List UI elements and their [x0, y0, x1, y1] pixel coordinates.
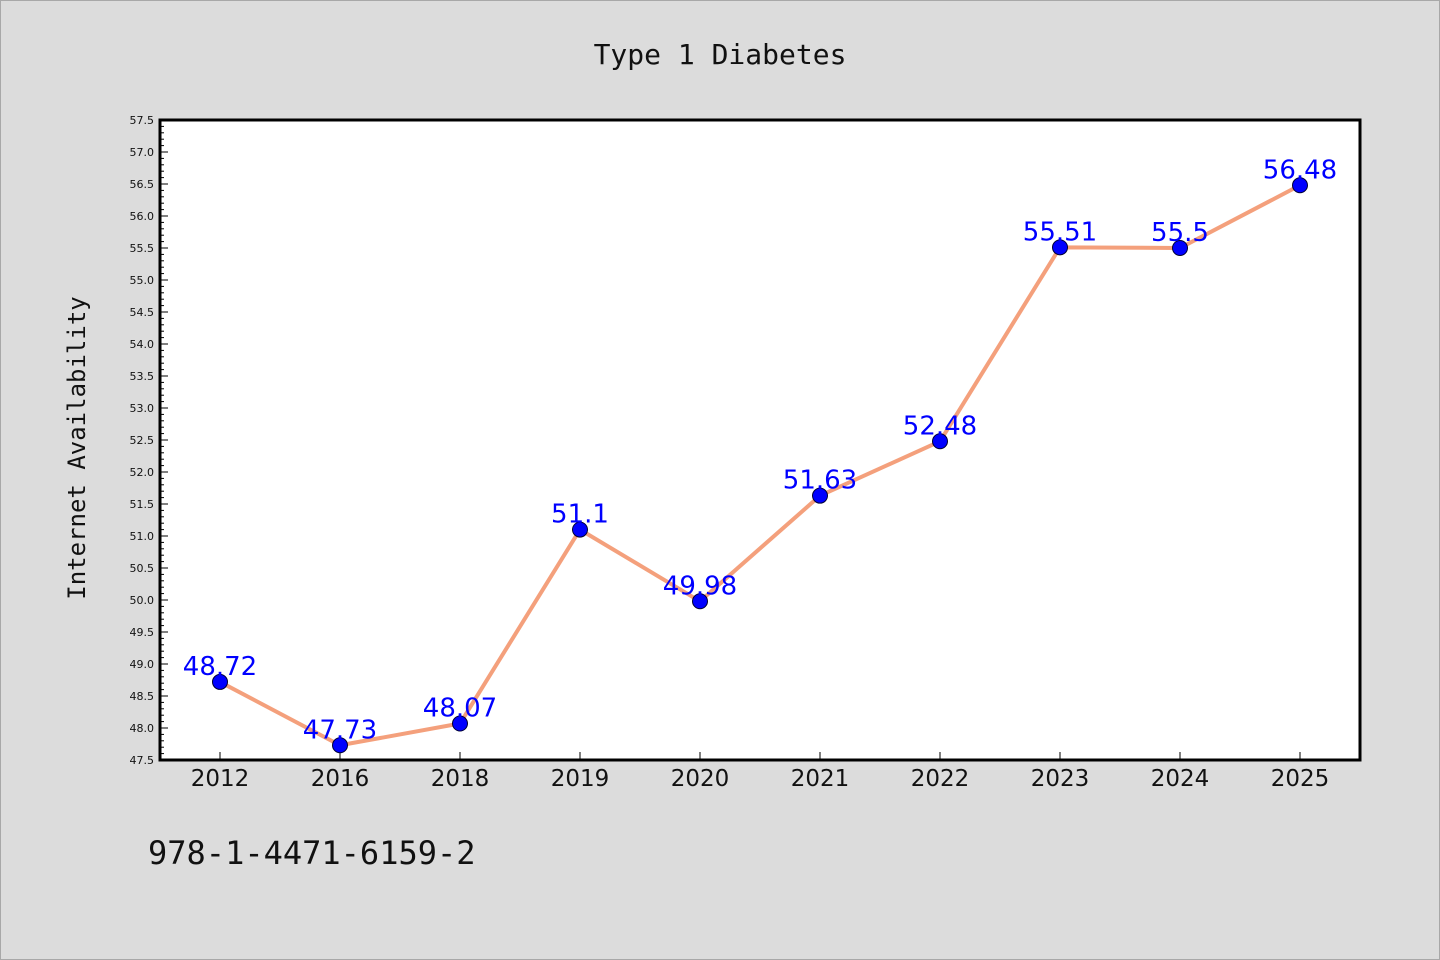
data-label: 55.5	[1151, 218, 1209, 248]
x-tick-label: 2016	[311, 766, 370, 792]
data-label: 48.07	[423, 694, 497, 724]
data-label: 49.98	[663, 571, 737, 601]
y-tick-label: 49.0	[130, 658, 155, 671]
y-tick-label: 56.0	[130, 210, 155, 223]
data-label: 47.73	[303, 715, 377, 745]
x-tick-label: 2022	[911, 766, 970, 792]
data-point	[812, 487, 828, 504]
y-tick-label: 57.0	[130, 146, 155, 159]
x-axis-ticks: 2012 2016 2018 2019 2020 2021 2022 2023 2024 2025	[191, 752, 1330, 792]
y-tick-label: 54.5	[130, 306, 155, 319]
data-point	[692, 593, 708, 610]
footnote-isbn: 978-1-4471-6159-2	[148, 834, 476, 872]
data-label: 56.48	[1263, 155, 1337, 185]
data-point	[572, 521, 588, 538]
data-point	[932, 433, 948, 450]
x-tick-label: 2020	[671, 766, 730, 792]
chart-title: Type 1 Diabetes	[594, 38, 847, 71]
x-tick-label: 2024	[1151, 766, 1210, 792]
x-tick-label: 2023	[1031, 766, 1090, 792]
data-label: 48.72	[183, 652, 257, 682]
data-label: 55.51	[1023, 217, 1097, 247]
y-tick-label: 56.5	[130, 178, 155, 191]
y-tick-label: 51.0	[130, 530, 155, 543]
y-axis-label: Internet Availability	[63, 296, 91, 599]
y-tick-label: 54.0	[130, 338, 155, 351]
data-point	[452, 715, 468, 732]
x-tick-label: 2019	[551, 766, 610, 792]
y-tick-label: 48.0	[130, 722, 155, 735]
data-point	[1292, 177, 1308, 194]
series-layer	[212, 177, 1308, 754]
x-tick-label: 2018	[431, 766, 490, 792]
x-tick-label: 2025	[1271, 766, 1330, 792]
data-label: 51.63	[783, 466, 857, 496]
x-tick-label: 2021	[791, 766, 850, 792]
data-point	[1172, 240, 1188, 256]
y-tick-label: 53.5	[130, 370, 155, 383]
data-point	[1052, 239, 1068, 256]
y-tick-label: 53.0	[130, 402, 155, 415]
y-tick-label: 50.0	[130, 594, 155, 607]
plot-border	[158, 118, 1362, 762]
y-axis-ticks: 47.5 48.0 48.5 49.0 49.5 50.0 50.5 51.0 51.5 52.0…	[130, 114, 168, 767]
y-tick-label: 50.5	[130, 562, 155, 575]
y-tick-label: 55.0	[130, 274, 155, 287]
y-tick-label: 57.5	[130, 114, 155, 127]
data-label: 52.48	[903, 411, 977, 441]
y-tick-label: 47.5	[130, 754, 155, 767]
x-tick-label: 2012	[191, 766, 250, 792]
y-tick-label: 52.0	[130, 466, 155, 479]
data-labels: 48.72 47.73 48.07 51.1 49.98 51.63 52.48 55.51 5…	[183, 155, 1337, 745]
series-line	[219, 183, 1301, 748]
y-tick-label: 55.5	[130, 242, 155, 255]
data-point	[212, 673, 228, 690]
y-tick-label: 48.5	[130, 690, 155, 703]
data-label: 51.1	[551, 500, 609, 530]
y-tick-label: 49.5	[130, 626, 155, 639]
y-tick-label: 51.5	[130, 498, 155, 511]
data-point	[332, 737, 348, 754]
plot-area	[160, 120, 1360, 760]
y-tick-label: 52.5	[130, 434, 155, 447]
